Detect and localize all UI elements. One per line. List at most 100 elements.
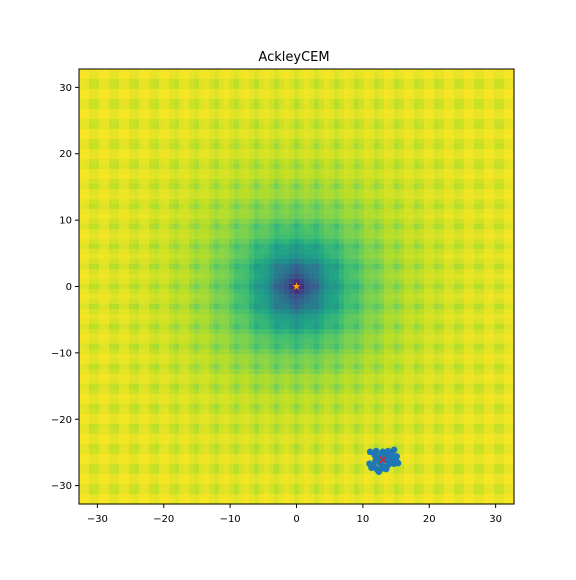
heatmap-cell: [464, 179, 470, 185]
heatmap-cell: [259, 269, 265, 275]
heatmap-cell: [409, 164, 415, 170]
heatmap-cell: [179, 144, 185, 150]
heatmap-cell: [339, 304, 345, 310]
heatmap-cell: [289, 214, 295, 220]
heatmap-cell: [449, 299, 455, 305]
heatmap-cell: [419, 174, 425, 180]
heatmap-cell: [389, 234, 395, 240]
heatmap-cell: [94, 294, 100, 300]
heatmap-cell: [439, 119, 445, 125]
heatmap-cell: [469, 204, 475, 210]
heatmap-cell: [399, 229, 405, 235]
heatmap-cell: [119, 329, 125, 335]
heatmap-cell: [264, 259, 270, 265]
heatmap-cell: [329, 304, 335, 310]
heatmap-cell: [464, 169, 470, 175]
heatmap-cell: [379, 144, 385, 150]
heatmap-cell: [394, 114, 400, 120]
heatmap-cell: [134, 114, 140, 120]
heatmap-cell: [269, 159, 275, 165]
heatmap-cell: [259, 109, 265, 115]
heatmap-cell: [174, 69, 180, 75]
heatmap-cell: [479, 194, 485, 200]
heatmap-cell: [149, 164, 155, 170]
heatmap-cell: [144, 309, 150, 315]
heatmap-cell: [424, 159, 430, 165]
heatmap-cell: [169, 274, 175, 280]
heatmap-cell: [159, 139, 165, 145]
heatmap-cell: [184, 154, 190, 160]
heatmap-cell: [189, 329, 195, 335]
heatmap-cell: [124, 149, 130, 155]
heatmap-cell: [484, 129, 490, 135]
heatmap-cell: [144, 274, 150, 280]
heatmap-cell: [454, 294, 460, 300]
heatmap-cell: [169, 69, 175, 75]
heatmap-cell: [204, 179, 210, 185]
heatmap-cell: [144, 159, 150, 165]
heatmap-cell: [319, 204, 325, 210]
heatmap-cell: [149, 149, 155, 155]
heatmap-cell: [169, 134, 175, 140]
heatmap-cell: [439, 194, 445, 200]
heatmap-cell: [479, 239, 485, 245]
heatmap-cell: [299, 189, 305, 195]
heatmap-cell: [154, 214, 160, 220]
heatmap-cell: [214, 169, 220, 175]
heatmap-cell: [89, 94, 95, 100]
heatmap-cell: [289, 339, 295, 345]
heatmap-cell: [509, 109, 515, 115]
heatmap-cell: [179, 219, 185, 225]
heatmap-cell: [214, 324, 220, 330]
heatmap-cell: [394, 109, 400, 115]
heatmap-cell: [219, 139, 225, 145]
heatmap-cell: [484, 314, 490, 320]
heatmap-cell: [469, 259, 475, 265]
heatmap-cell: [219, 224, 225, 230]
heatmap-cell: [334, 84, 340, 90]
heatmap-cell: [434, 199, 440, 205]
heatmap-cell: [299, 94, 305, 100]
heatmap-cell: [164, 109, 170, 115]
heatmap-cell: [449, 129, 455, 135]
heatmap-cell: [444, 94, 450, 100]
heatmap-cell: [504, 79, 510, 85]
heatmap-cell: [254, 269, 260, 275]
heatmap-cell: [509, 164, 515, 170]
heatmap-cell: [284, 289, 290, 295]
heatmap-cell: [424, 224, 430, 230]
heatmap-cell: [449, 349, 455, 355]
heatmap-cell: [344, 144, 350, 150]
heatmap-cell: [124, 229, 130, 235]
heatmap-cell: [479, 89, 485, 95]
heatmap-cell: [444, 194, 450, 200]
heatmap-cell: [304, 219, 310, 225]
heatmap-cell: [79, 284, 85, 290]
heatmap-cell: [384, 129, 390, 135]
heatmap-cell: [449, 309, 455, 315]
heatmap-cell: [119, 229, 125, 235]
heatmap-cell: [104, 279, 110, 285]
heatmap-cell: [119, 254, 125, 260]
heatmap-cell: [429, 344, 435, 350]
heatmap-cell: [119, 139, 125, 145]
heatmap-cell: [199, 349, 205, 355]
heatmap-cell: [144, 154, 150, 160]
heatmap-cell: [339, 149, 345, 155]
heatmap-cell: [279, 254, 285, 260]
heatmap-cell: [94, 349, 100, 355]
heatmap-cell: [509, 159, 515, 165]
heatmap-cell: [179, 354, 185, 360]
heatmap-cell: [359, 339, 365, 345]
heatmap-cell: [484, 144, 490, 150]
heatmap-cell: [119, 279, 125, 285]
heatmap-cell: [344, 294, 350, 300]
heatmap-cell: [344, 194, 350, 200]
heatmap-cell: [509, 74, 515, 80]
heatmap-cell: [344, 219, 350, 225]
heatmap-cell: [269, 264, 275, 270]
heatmap-cell: [354, 144, 360, 150]
heatmap-cell: [389, 309, 395, 315]
heatmap-cell: [254, 259, 260, 265]
heatmap-cell: [479, 179, 485, 185]
